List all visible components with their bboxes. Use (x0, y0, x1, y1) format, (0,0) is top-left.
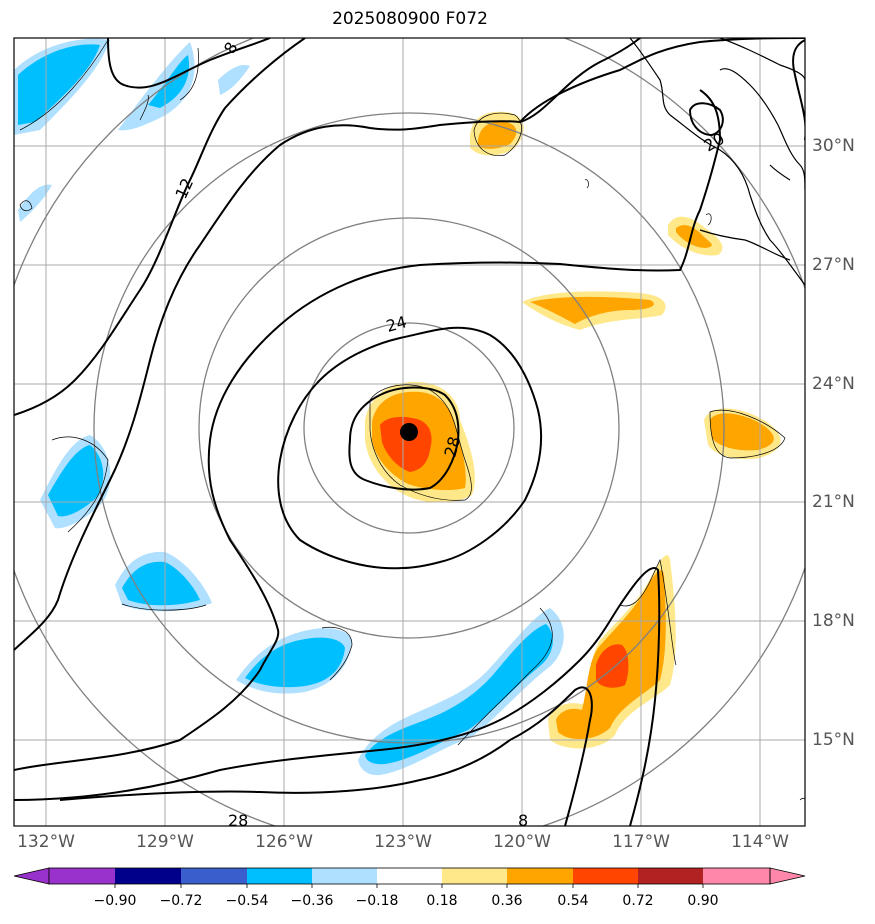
colorbar-segment (181, 868, 247, 884)
colorbar-segment (703, 868, 770, 884)
contour-label: 28 (228, 811, 248, 830)
lon-tick-label: 114°W (731, 832, 789, 852)
lat-tick-label: 18°N (812, 611, 855, 631)
colorbar-tick-label: −0.18 (356, 893, 399, 909)
lat-tick-label: 15°N (812, 730, 855, 750)
colorbar-tick-label: −0.72 (160, 893, 203, 909)
map-title: 2025080900 F072 (0, 9, 820, 29)
colorbar-tick-label: −0.90 (94, 893, 137, 909)
colorbar-segment (115, 868, 181, 884)
lon-tick-label: 132°W (17, 832, 75, 852)
colorbar-tick-label: −0.54 (226, 893, 269, 909)
colorbar-tick-label: 0.18 (426, 893, 457, 909)
colorbar-segment (442, 868, 507, 884)
colorbar-segment (638, 868, 703, 884)
colorbar-tick-label: −0.36 (291, 893, 334, 909)
colorbar-tick-label: 0.54 (557, 893, 588, 909)
lon-tick-label: 120°W (493, 832, 551, 852)
lon-tick-label: 126°W (255, 832, 313, 852)
storm-center-marker (400, 423, 418, 441)
lat-tick-label: 24°N (812, 374, 855, 394)
colorbar-segment (377, 868, 442, 884)
colorbar-segment (49, 868, 115, 884)
lat-tick-label: 30°N (812, 136, 855, 156)
colorbar-tick-label: 0.72 (622, 893, 653, 909)
colorbar-segment (573, 868, 638, 884)
colorbar (14, 868, 805, 888)
colorbar-segment (247, 868, 312, 884)
colorbar-segment (507, 868, 573, 884)
lat-tick-label: 27°N (812, 255, 855, 275)
positive-anomaly-shading (365, 112, 781, 749)
contour-label: 8 (518, 811, 528, 830)
lon-tick-label: 129°W (136, 832, 194, 852)
colorbar-extend-low (14, 868, 49, 884)
colorbar-tick-label: 0.90 (687, 893, 718, 909)
lon-tick-label: 123°W (374, 832, 432, 852)
lon-tick-label: 117°W (612, 832, 670, 852)
colorbar-segment (312, 868, 377, 884)
colorbar-extend-high (770, 868, 805, 884)
contour-label: 24 (384, 312, 409, 336)
colorbar-tick-label: 0.36 (491, 893, 522, 909)
lat-tick-label: 21°N (812, 492, 855, 512)
